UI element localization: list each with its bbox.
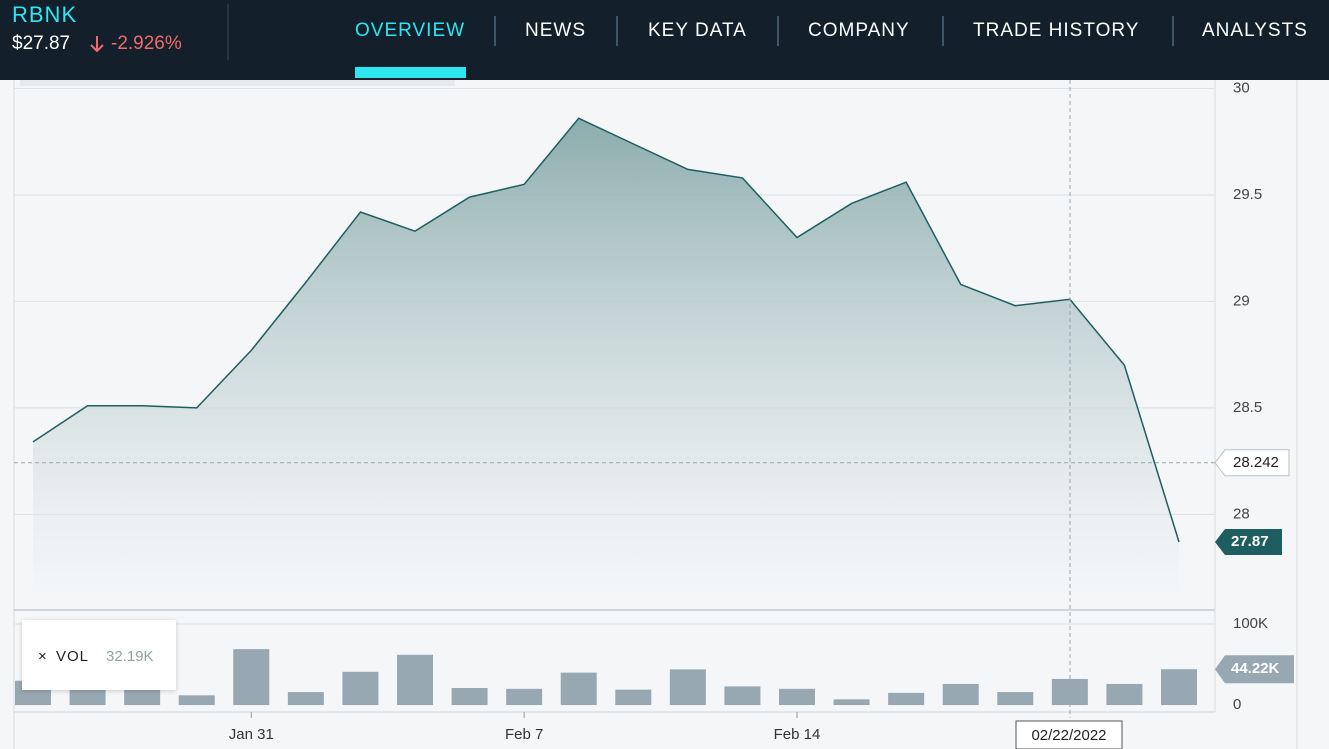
volume-bar — [69, 688, 106, 706]
volume-bar — [233, 649, 270, 706]
last-price-label: 27.87 — [1231, 533, 1269, 550]
volume-bar — [615, 689, 652, 706]
legend-value: 32.19K — [106, 648, 154, 665]
crosshair-date-label: 02/22/2022 — [1031, 727, 1106, 744]
header-bar — [0, 0, 1329, 80]
active-tab-underline — [355, 67, 466, 78]
legend-box — [22, 620, 176, 690]
nav-tab[interactable]: TRADE HISTORY — [973, 20, 1139, 41]
y-tick-label: 28.5 — [1233, 399, 1262, 416]
ticker-symbol: RBNK — [12, 2, 77, 27]
plot — [15, 117, 1197, 706]
volume-bar — [451, 688, 488, 706]
price-line — [32, 117, 1180, 543]
volume-bar — [342, 671, 379, 706]
nav-tab[interactable]: NEWS — [525, 20, 586, 41]
y-tick-label: 29 — [1233, 292, 1250, 309]
y-tick-label: 28 — [1233, 505, 1250, 522]
nav-tab[interactable]: OVERVIEW — [355, 20, 465, 41]
volume-bar — [997, 692, 1034, 706]
y-tick-label: 100K — [1233, 615, 1268, 632]
legend-name: VOL — [56, 648, 89, 665]
volume-bar — [560, 672, 597, 706]
last-volume-badge — [1215, 655, 1294, 684]
volume-bar — [833, 699, 870, 706]
volume-bar — [942, 683, 979, 706]
volume-bar — [506, 688, 543, 706]
legend-close[interactable]: × — [38, 648, 47, 665]
crosshair-price-label: 28.242 — [1233, 454, 1279, 471]
last-price-badge — [1215, 529, 1282, 555]
volume-bar — [124, 689, 161, 706]
crosshair-price-badge — [1214, 449, 1290, 477]
y-tick-label: 29.5 — [1233, 186, 1262, 203]
x-tick-label: Feb 14 — [774, 726, 821, 743]
ticker-price: $27.87 — [12, 33, 70, 54]
price-area — [33, 118, 1179, 601]
axes: 28 28.5 29 29.5 30 Jan 31 Feb 7 Feb 14 27.87 0 100… — [229, 79, 1294, 743]
x-tick-label: Jan 31 — [229, 726, 274, 743]
crosshair: 28.242 02/22/2022 — [14, 80, 1290, 749]
ticker-change: -2.926% — [111, 33, 182, 54]
down-arrow — [90, 36, 104, 53]
nav-tab[interactable]: ANALYSTS — [1202, 20, 1308, 41]
volume-bar — [779, 688, 815, 706]
volume-bar — [397, 654, 433, 706]
volume-legend: × VOL 32.19K — [22, 620, 176, 690]
volume-bar — [1161, 669, 1197, 706]
volume-bar — [724, 686, 761, 706]
nav-tab[interactable]: KEY DATA — [648, 20, 747, 41]
dropdown-shadow — [20, 80, 455, 86]
last-volume-label: 44.22K — [1231, 660, 1280, 677]
x-tick-label: Feb 7 — [505, 726, 543, 743]
volume-bar — [888, 692, 925, 706]
volume-bar — [669, 669, 706, 706]
nav: OVERVIEW NEWS KEY DATA COMPANY TRADE HISTORY… — [355, 16, 1308, 78]
volume-bar — [287, 692, 324, 706]
y-tick-label: 0 — [1233, 696, 1241, 713]
nav-tab[interactable]: COMPANY — [808, 20, 910, 41]
volume-bar — [1106, 683, 1143, 706]
volume-bar — [178, 695, 215, 706]
y-tick-label: 30 — [1233, 79, 1250, 96]
crosshair-date-box — [1015, 720, 1123, 749]
